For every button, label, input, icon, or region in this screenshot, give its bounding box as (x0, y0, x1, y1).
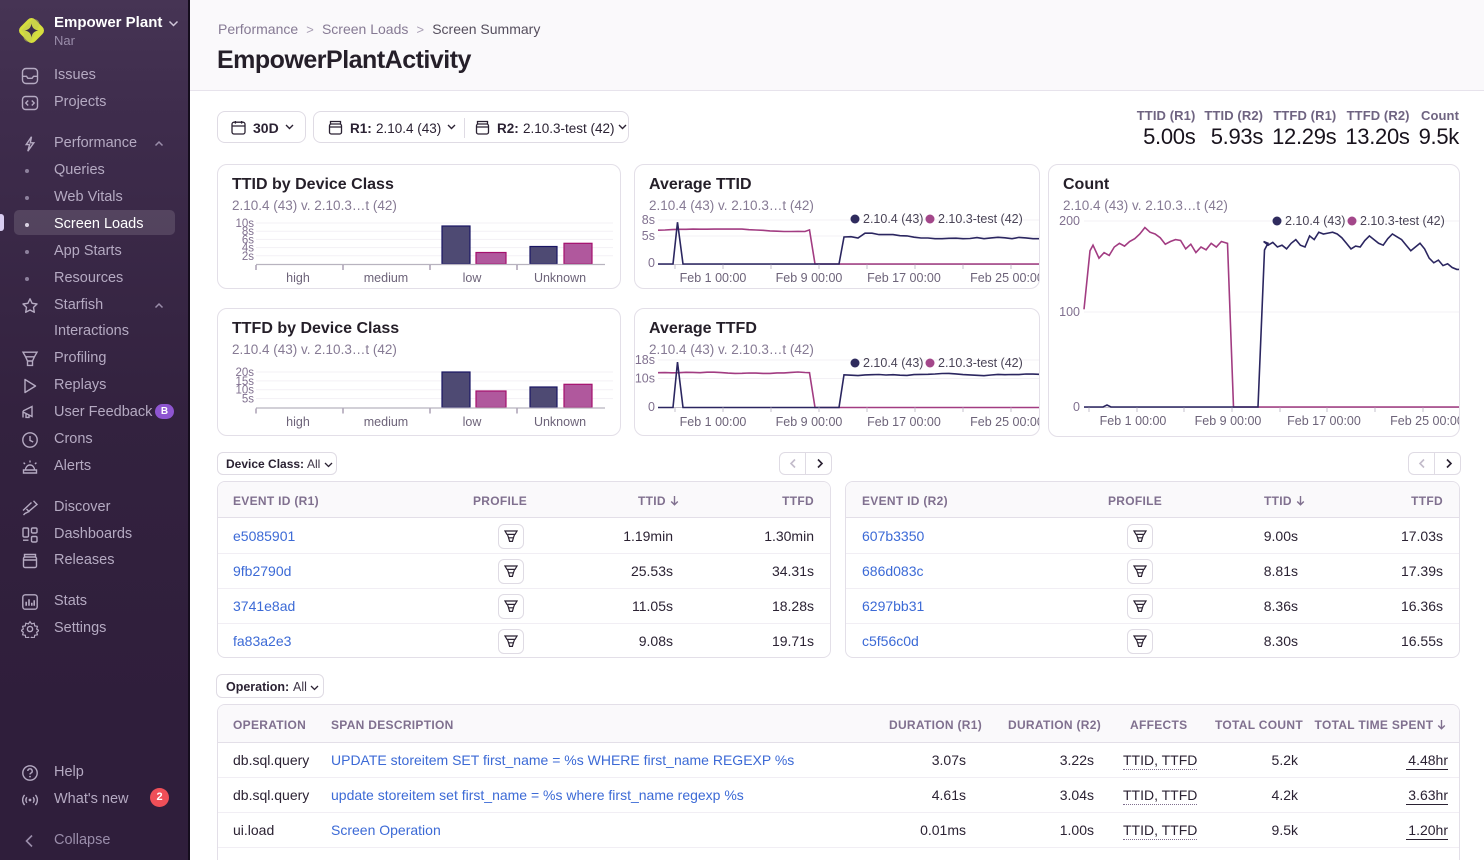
svg-text:2.10.3-test (42): 2.10.3-test (42) (1360, 214, 1445, 228)
svg-text:2.10.3-test (42): 2.10.3-test (42) (938, 212, 1023, 226)
svg-text:Feb 17 00:00: Feb 17 00:00 (867, 271, 941, 285)
svg-text:200: 200 (1059, 214, 1080, 228)
svg-text:Feb 1 00:00: Feb 1 00:00 (1100, 414, 1167, 428)
svg-text:Unknown: Unknown (534, 271, 586, 285)
svg-text:low: low (463, 415, 483, 429)
svg-text:Feb 17 00:00: Feb 17 00:00 (867, 415, 941, 429)
svg-text:Feb 9 00:00: Feb 9 00:00 (1195, 414, 1262, 428)
svg-text:Feb 17 00:00: Feb 17 00:00 (1287, 414, 1361, 428)
svg-text:10s: 10s (235, 385, 254, 397)
svg-text:Feb 1 00:00: Feb 1 00:00 (680, 271, 747, 285)
svg-text:Feb 9 00:00: Feb 9 00:00 (776, 271, 843, 285)
svg-text:2.10.4 (43): 2.10.4 (43) (863, 356, 923, 370)
svg-text:2.10.3-test (42): 2.10.3-test (42) (938, 356, 1023, 370)
svg-text:10s: 10s (235, 218, 254, 230)
svg-text:Feb 1 00:00: Feb 1 00:00 (680, 415, 747, 429)
svg-text:Feb 25 00:00: Feb 25 00:00 (970, 271, 1040, 285)
svg-text:0: 0 (648, 400, 655, 414)
svg-text:0: 0 (1073, 400, 1080, 414)
svg-text:low: low (463, 271, 483, 285)
svg-text:18s: 18s (635, 353, 655, 367)
svg-text:2.10.4 (43): 2.10.4 (43) (863, 212, 923, 226)
svg-text:100: 100 (1059, 305, 1080, 319)
svg-text:Feb 9 00:00: Feb 9 00:00 (776, 415, 843, 429)
svg-text:0: 0 (648, 256, 655, 270)
svg-text:high: high (286, 415, 310, 429)
svg-text:medium: medium (364, 271, 408, 285)
svg-text:10s: 10s (635, 372, 655, 386)
svg-text:medium: medium (364, 415, 408, 429)
svg-text:20s: 20s (235, 367, 254, 379)
svg-text:Unknown: Unknown (534, 415, 586, 429)
svg-text:2s: 2s (242, 251, 254, 263)
svg-text:8s: 8s (642, 213, 655, 227)
svg-text:6s: 6s (242, 234, 254, 246)
svg-text:15s: 15s (235, 376, 254, 388)
svg-text:Feb 25 00:00: Feb 25 00:00 (1390, 414, 1460, 428)
svg-text:2.10.4 (43): 2.10.4 (43) (1285, 214, 1345, 228)
svg-text:8s: 8s (242, 226, 254, 238)
svg-text:Feb 25 00:00: Feb 25 00:00 (970, 415, 1040, 429)
svg-text:high: high (286, 271, 310, 285)
svg-text:4s: 4s (242, 243, 254, 255)
svg-text:5s: 5s (242, 394, 254, 406)
svg-text:5s: 5s (642, 229, 655, 243)
